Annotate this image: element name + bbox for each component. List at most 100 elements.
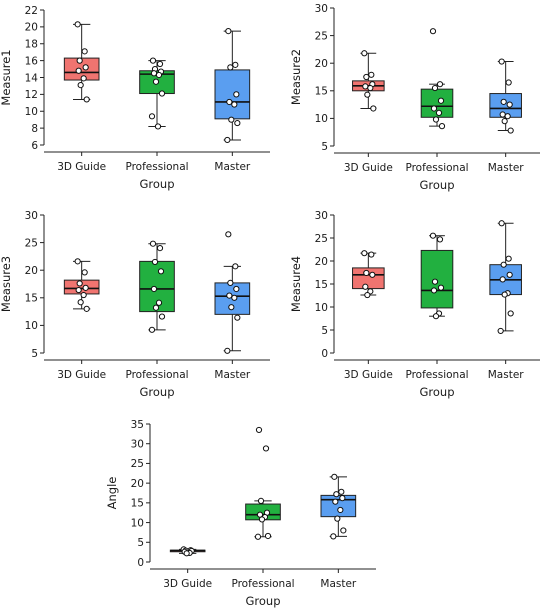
data-point xyxy=(430,105,438,112)
x-tick-label: 3D Guide xyxy=(57,161,106,173)
y-tick-label: 10 xyxy=(315,113,328,125)
panel-measure3: 5 10 15 20 25 30 Measure3 3D Guide Professional M… xyxy=(0,210,270,399)
data-point xyxy=(81,48,88,55)
data-point xyxy=(148,326,156,333)
data-point xyxy=(333,491,340,498)
box-master: Master xyxy=(214,231,251,381)
iqr-box xyxy=(420,249,454,309)
y-tick-label: 20 xyxy=(25,22,38,34)
data-point xyxy=(82,64,89,71)
panel-measure4: 0 5 10 15 20 25 30 Measure4 3D Guide Professional… xyxy=(289,210,540,399)
data-point xyxy=(234,314,241,321)
y-tick-label: 15 xyxy=(25,293,38,305)
x-tick-label: Master xyxy=(488,162,525,174)
x-tick-label: Professional xyxy=(405,369,468,381)
data-point xyxy=(432,313,440,320)
data-point xyxy=(225,27,232,35)
y-tick-label: 20 xyxy=(315,58,328,70)
box-professional: Professional xyxy=(231,426,295,590)
panel-angle: 0 5 10 15 20 25 30 35 Angle 3D Guide Professional M… xyxy=(105,419,376,608)
data-point xyxy=(505,79,512,86)
data-point xyxy=(498,220,505,227)
data-point xyxy=(149,57,157,64)
y-tick-label: 5 xyxy=(31,348,38,360)
x-axis-title: Group xyxy=(139,177,174,191)
x-axis-title: Group xyxy=(245,594,280,608)
data-point xyxy=(505,255,512,262)
data-point xyxy=(432,116,440,123)
x-tick-label: Professional xyxy=(125,369,188,381)
data-point xyxy=(76,280,83,287)
y-tick-label: 25 xyxy=(315,233,328,245)
box-3d-guide: 3D Guide xyxy=(57,258,106,381)
x-tick-label: Master xyxy=(214,369,251,381)
y-tick-label: 16 xyxy=(25,55,39,67)
y-tick-label: 20 xyxy=(25,265,38,277)
data-point xyxy=(332,498,339,505)
data-point xyxy=(501,118,508,125)
data-point xyxy=(429,232,437,239)
data-point xyxy=(231,294,238,301)
data-point xyxy=(500,98,507,105)
data-point xyxy=(330,533,337,540)
iqr-box xyxy=(214,69,251,120)
data-point xyxy=(436,81,444,88)
y-tick-label: 20 xyxy=(131,478,144,490)
data-point xyxy=(80,291,87,299)
data-point xyxy=(231,101,238,108)
data-point xyxy=(148,113,156,120)
data-point xyxy=(334,515,341,522)
x-tick-label: Master xyxy=(320,578,357,590)
box-professional: Professional xyxy=(405,232,469,381)
y-tick-label: 0 xyxy=(321,348,328,360)
data-point xyxy=(82,284,89,291)
data-point xyxy=(367,84,374,92)
box-3d-guide: 3D Guide xyxy=(57,21,106,173)
box-master: Master xyxy=(320,473,357,590)
data-point xyxy=(226,98,233,106)
iqr-box xyxy=(320,494,357,518)
data-point xyxy=(226,292,233,299)
data-point xyxy=(431,278,439,285)
y-tick-label: 5 xyxy=(321,141,328,153)
data-point xyxy=(258,516,266,523)
data-point xyxy=(429,28,437,35)
data-point xyxy=(499,111,506,118)
x-tick-label: 3D Guide xyxy=(344,369,393,381)
data-point xyxy=(262,445,270,452)
box-master: Master xyxy=(488,58,525,174)
data-point xyxy=(74,258,81,265)
data-point xyxy=(438,123,446,130)
data-point xyxy=(150,285,158,293)
data-point xyxy=(500,261,507,268)
data-point xyxy=(361,50,368,57)
y-tick-label: 10 xyxy=(25,106,38,118)
data-point xyxy=(361,250,368,257)
data-point xyxy=(435,109,443,116)
y-tick-label: 15 xyxy=(315,279,328,291)
data-point xyxy=(368,251,375,258)
data-point xyxy=(183,550,190,557)
box-master: Master xyxy=(488,220,524,381)
y-axis-title: Angle xyxy=(105,477,119,510)
data-point xyxy=(77,81,84,89)
data-point xyxy=(233,91,240,98)
data-point xyxy=(232,263,239,270)
box-3d-guide: 3D Guide xyxy=(163,546,212,590)
data-point xyxy=(368,71,375,78)
data-point xyxy=(150,70,158,77)
data-point xyxy=(363,269,370,277)
data-point xyxy=(431,84,439,92)
x-axis-title: Group xyxy=(419,178,454,192)
data-point xyxy=(155,299,163,306)
data-point xyxy=(83,96,90,103)
y-tick-label: 6 xyxy=(31,140,38,152)
data-point xyxy=(370,105,377,112)
data-point xyxy=(254,533,262,540)
data-point xyxy=(76,57,83,64)
data-point xyxy=(75,67,82,74)
data-point xyxy=(156,245,164,252)
data-point xyxy=(338,488,345,495)
y-tick-label: 20 xyxy=(315,256,328,268)
